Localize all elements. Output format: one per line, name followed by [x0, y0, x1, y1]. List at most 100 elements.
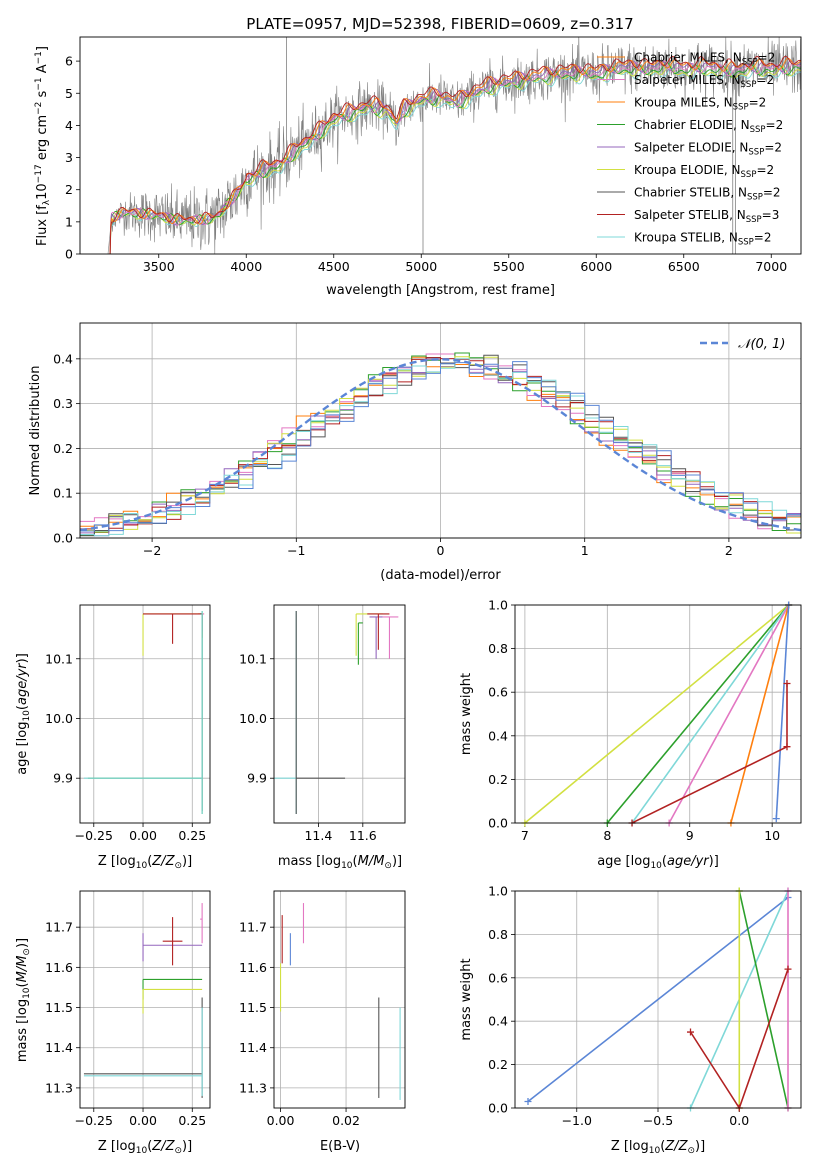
- y-axis-label-part: (: [15, 982, 30, 987]
- model-fit-line: [108, 55, 801, 254]
- legend-value: =3: [762, 208, 780, 222]
- y-tick-label: 11.7: [239, 920, 267, 935]
- x-axis-label-part: ⊙: [174, 1146, 182, 1156]
- y-label-part: −17: [34, 164, 44, 183]
- weight-marker: [783, 679, 791, 687]
- x-tick-label: 0.0: [729, 1113, 749, 1128]
- y-axis-label: mass weight: [459, 673, 474, 755]
- x-tick-label: −0.5: [643, 1113, 673, 1128]
- figure-title: PLATE=0957, MJD=52398, FIBERID=0609, z=0…: [246, 15, 633, 33]
- plot-frame: [79, 322, 802, 539]
- x-axis-label: age [log10(age/yr)]: [597, 854, 719, 871]
- x-axis-label-part: 10: [650, 861, 662, 871]
- y-tick-label: 10.0: [45, 711, 73, 726]
- weight-marker: [687, 1028, 694, 1036]
- weight-line: [606, 605, 790, 823]
- model-fit-line: [108, 60, 801, 254]
- weight-line: [527, 896, 789, 1103]
- x-axis-label: E(B-V): [320, 1139, 360, 1154]
- x-tick-label: −1.0: [562, 1113, 592, 1128]
- y-tick-label: 0.4: [488, 728, 508, 743]
- y-tick-label: 11.4: [45, 1040, 73, 1055]
- x-axis-label: wavelength [Angstrom, rest frame]: [326, 283, 555, 298]
- y-tick-label: 10.1: [45, 651, 73, 666]
- x-axis-label-part: 10: [136, 861, 148, 871]
- x-tick-label: 0.02: [332, 1113, 360, 1128]
- x-tick-label: 6500: [668, 259, 700, 274]
- x-axis-label-part: age [log: [597, 854, 650, 869]
- legend-value: =2: [754, 231, 772, 245]
- y-label-part: −1: [34, 51, 44, 64]
- y-label-part: −2: [34, 102, 44, 115]
- x-tick-label: 8: [603, 828, 611, 843]
- weight-line: [668, 605, 790, 823]
- x-tick-label: 0.00: [267, 1113, 295, 1128]
- y-tick-label: 0.2: [488, 772, 508, 787]
- residual-histogram: [80, 357, 801, 530]
- y-axis-label: age [log10(age/yr)]: [15, 653, 32, 775]
- x-axis-label: Z [log10(Z/Z⊙)]: [611, 1139, 705, 1156]
- x-axis-label-part: Z [log: [98, 1139, 136, 1154]
- y-label-part: s: [35, 90, 50, 101]
- legend-value: =2: [766, 118, 784, 132]
- x-axis-label-part: 10: [136, 1146, 148, 1156]
- x-axis-label-part: Z [log: [98, 854, 136, 869]
- y-tick-label: 1.0: [488, 884, 508, 899]
- y-axis-label: mass [log10(M/M⊙)]: [15, 938, 32, 1062]
- y-tick-label: 0: [65, 247, 73, 262]
- x-axis-label-part: M/M: [358, 854, 385, 869]
- x-tick-label: 4000: [230, 259, 262, 274]
- plot-frame: [79, 36, 802, 255]
- weight-marker: [524, 1097, 532, 1105]
- weight-vs-metallicity-panel: −1.0 −0.5 0.0 0.0 0.2 0.4 0.6 0.8 1.0 mass weight…: [459, 884, 802, 1156]
- x-axis-label: Z [log10(Z/Z⊙)]: [98, 1139, 192, 1156]
- y-tick-label: 11.6: [45, 960, 73, 975]
- y-tick-label: 0.6: [488, 685, 508, 700]
- x-tick-label: 9: [686, 828, 694, 843]
- legend-label: Chabrier STELIB, NSSP=2: [634, 186, 781, 203]
- legend-subscript: SSP: [741, 80, 757, 90]
- y-tick-label: 0.3: [53, 396, 73, 411]
- plot-frame: [273, 604, 406, 824]
- y-label-part: −1: [34, 77, 44, 90]
- x-axis-label-part: ⊙: [384, 861, 392, 871]
- x-tick-label: 5500: [493, 259, 525, 274]
- spectrum-panel: 3500 4000 4500 5000 5500 6000 6500 7000 0 1 2 3 4 5 6 C…: [34, 36, 802, 298]
- weight-line: [631, 605, 790, 823]
- weight-line: [689, 968, 789, 1108]
- y-tick-label: 10.1: [239, 651, 267, 666]
- y-axis-label-part: ⊙: [22, 948, 32, 956]
- x-tick-label: −2: [143, 543, 161, 558]
- legend-value: =2: [758, 51, 776, 65]
- residual-histogram: [80, 354, 801, 537]
- x-tick-label: 0: [437, 543, 445, 558]
- y-tick-label: 11.6: [239, 960, 267, 975]
- weight-line: [775, 605, 790, 819]
- model-fit-line: [108, 64, 801, 254]
- y-tick-label: 5: [65, 86, 73, 101]
- x-tick-label: 4500: [318, 259, 350, 274]
- x-axis-label-part: )]: [392, 854, 402, 869]
- x-tick-label: 3500: [143, 259, 175, 274]
- y-axis-label-part: 10: [22, 987, 32, 999]
- legend-subscript: SSP: [746, 215, 762, 225]
- y-tick-label: 4: [65, 118, 73, 133]
- y-tick-label: 10.0: [239, 711, 267, 726]
- legend-label: Salpeter STELIB, NSSP=3: [634, 208, 779, 225]
- legend-subscript: SSP: [742, 58, 758, 68]
- y-axis-label-part: )]: [15, 938, 30, 948]
- weight-marker: [784, 965, 792, 973]
- y-tick-label: 0.0: [488, 1101, 508, 1116]
- y-label-part: A: [35, 64, 50, 77]
- x-axis-label-part: ⊙: [174, 861, 182, 871]
- y-label-part: 10: [35, 183, 50, 200]
- x-axis-label-part: ⊙: [687, 1146, 695, 1156]
- x-axis-label-part: mass [log: [278, 854, 341, 869]
- y-label-part: erg cm: [35, 115, 50, 164]
- legend-label: Kroupa STELIB, NSSP=2: [634, 231, 772, 248]
- weight-vs-age-panel: 7 8 9 10 0.0 0.2 0.4 0.6 0.8 1.0 mass weight age [l…: [459, 598, 802, 871]
- weight-line: [524, 605, 790, 823]
- legend-value: =2: [764, 141, 782, 155]
- y-axis-label-part: M/M: [15, 956, 30, 983]
- y-tick-label: 11.3: [239, 1080, 267, 1095]
